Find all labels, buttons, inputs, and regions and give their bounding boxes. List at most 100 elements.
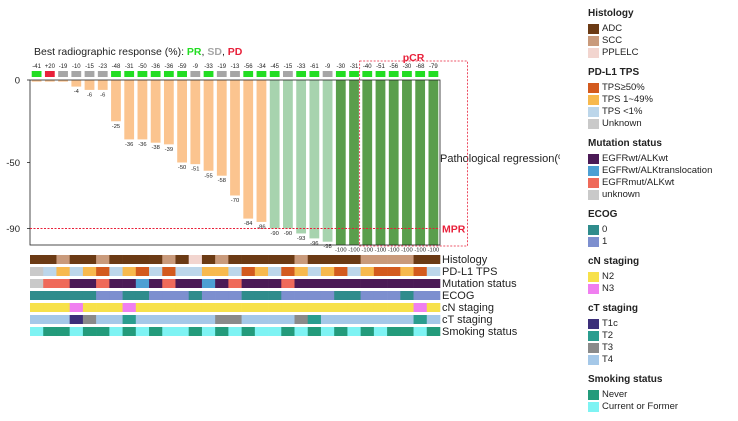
track-cell [188, 315, 203, 324]
bar [402, 80, 412, 245]
response-marker [31, 71, 42, 77]
response-label: -30 [336, 64, 345, 70]
bar [230, 80, 240, 196]
track-cell [413, 267, 428, 276]
track-cell [162, 255, 176, 264]
bar [44, 80, 55, 82]
track-cell [254, 255, 269, 264]
track-cell [360, 279, 375, 288]
track-cell [241, 327, 256, 336]
legend-item-label: T1c [602, 318, 618, 329]
bar [388, 80, 399, 245]
response-marker [362, 71, 373, 77]
response-label: -19 [59, 64, 68, 70]
track-cell [135, 291, 150, 300]
track-cell [413, 327, 428, 336]
track-cell [30, 279, 44, 288]
track-cell [122, 279, 137, 288]
legend-swatch [588, 190, 599, 200]
track-cell [56, 315, 70, 324]
track-cell [268, 255, 282, 264]
track-cell [320, 327, 335, 336]
track-cell [307, 315, 322, 324]
track-cell [96, 291, 110, 300]
pcr-box [359, 60, 468, 247]
response-label: -23 [98, 64, 107, 70]
response-marker [44, 71, 55, 77]
track-cell [281, 279, 295, 288]
track-cell [30, 267, 44, 276]
track-label: Histology [442, 254, 488, 266]
bar [203, 80, 214, 171]
track-cell [201, 267, 216, 276]
track-cell [281, 327, 295, 336]
track-cell [334, 327, 348, 336]
bar [296, 80, 307, 234]
legend-item: T2 [588, 330, 736, 342]
legend-item: EGFRmut/ALKwt [588, 177, 736, 189]
response-marker [296, 71, 307, 77]
track-cell [426, 255, 441, 264]
track-cell [43, 315, 57, 324]
track-cell [149, 303, 163, 312]
track-label: Smoking status [442, 326, 518, 338]
track-cell [228, 303, 242, 312]
response-marker [150, 71, 161, 77]
bar-value-label: -58 [218, 178, 226, 184]
bar-value-label: -98 [323, 244, 331, 250]
track-cell [109, 315, 123, 324]
legend-group-title: Smoking status [588, 374, 663, 385]
track-cell [201, 291, 216, 300]
legend-swatch [588, 343, 599, 353]
track-cell [268, 267, 282, 276]
bar-value-label: -100 [375, 248, 387, 254]
legend-swatch [588, 166, 599, 176]
track-cell [175, 267, 190, 276]
response-label: -15 [284, 64, 293, 70]
response-marker [322, 71, 333, 77]
track-cell [426, 267, 441, 276]
legend-item: N3 [588, 283, 736, 295]
response-marker [243, 71, 254, 77]
legend-item-label: T4 [602, 354, 614, 365]
response-marker [309, 71, 320, 77]
track-cell [96, 303, 110, 312]
track-cell [30, 291, 44, 300]
track-cell [82, 327, 97, 336]
track-cell [82, 303, 97, 312]
track-cell [294, 279, 309, 288]
track-cell [241, 315, 256, 324]
response-label: -56 [389, 64, 398, 70]
response-label: -59 [178, 64, 187, 70]
bar-value-label: -25 [112, 124, 120, 130]
track-cell [347, 303, 361, 312]
response-marker [269, 71, 280, 77]
track-cell [188, 291, 203, 300]
track-cell [96, 255, 110, 264]
bar [269, 80, 280, 229]
track-cell [254, 267, 269, 276]
bar [177, 80, 187, 163]
response-label: -33 [297, 64, 306, 70]
track-cell [122, 303, 137, 312]
legend-group-title: Histology [588, 8, 634, 19]
legend-item: PPLELC [588, 47, 736, 59]
legend-item: TPS 1~49% [588, 94, 736, 106]
track-cell [281, 255, 295, 264]
response-label: -48 [112, 64, 121, 70]
legend-swatch [588, 319, 599, 329]
track-cell [334, 303, 348, 312]
track-cell [307, 255, 322, 264]
title-pd: PD [228, 46, 243, 58]
bar-value-label: -86 [257, 224, 265, 230]
track-cell [373, 255, 388, 264]
track-cell [149, 327, 163, 336]
legend-item: T1c [588, 318, 736, 330]
bar [428, 80, 439, 245]
track-cell [347, 315, 361, 324]
response-marker [335, 71, 346, 77]
legend-swatch [588, 237, 599, 247]
bar [124, 80, 135, 140]
response-markers: -41 +20 -19 -10 -15 -23 -48 -31 -50 -36 -36 -59 -9 -3… [31, 64, 438, 77]
